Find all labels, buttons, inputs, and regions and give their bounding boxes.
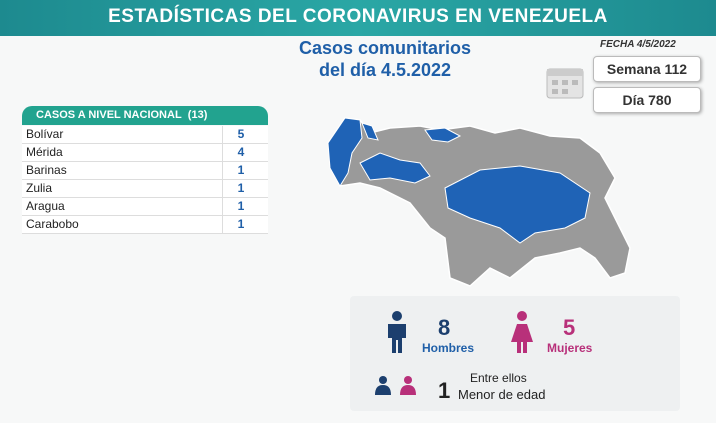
table-title: CASOS A NIVEL NACIONAL — [36, 109, 182, 121]
subtitle: del día 4.5.2022 — [318, 60, 452, 80]
women-count: 5 — [563, 315, 576, 340]
table-row: Barinas 1 — [22, 162, 268, 180]
minors-count: 1 — [438, 378, 451, 403]
state-name: Bolívar — [26, 127, 64, 141]
map — [327, 117, 631, 287]
state-name: Aragua — [26, 199, 65, 213]
table-total: (13) — [187, 109, 208, 121]
state-name: Mérida — [26, 145, 63, 159]
woman-icon — [511, 311, 533, 353]
case-count: 1 — [222, 216, 251, 233]
case-count: 1 — [222, 162, 251, 179]
men-count: 8 — [438, 315, 451, 340]
subtitle: Casos comunitarios — [298, 38, 472, 58]
women-label: Mujeres — [547, 341, 593, 355]
state-name: Carabobo — [26, 217, 79, 231]
table-row: Bolívar 5 — [22, 126, 268, 144]
minors-label: Menor de edad — [458, 387, 546, 402]
table-row: Aragua 1 — [22, 198, 268, 216]
case-count: 1 — [222, 198, 251, 215]
table-row: Mérida 4 — [22, 144, 268, 162]
man-icon — [388, 311, 406, 353]
state-name: Zulia — [26, 181, 53, 195]
table-header: CASOS A NIVEL NACIONAL (13) — [22, 106, 268, 125]
case-count: 1 — [222, 180, 251, 197]
week-box: Semana 112 — [593, 56, 701, 82]
table-row: Carabobo 1 — [22, 216, 268, 234]
children-icon — [375, 376, 416, 395]
title: ESTADÍSTICAS DEL CORONAVIRUS EN VENEZUEL… — [108, 6, 608, 27]
day-box: Día 780 — [593, 87, 701, 113]
case-count: 4 — [222, 144, 251, 161]
among-label: Entre ellos — [470, 371, 527, 385]
state-name: Barinas — [26, 163, 67, 177]
header-bar — [0, 0, 716, 36]
men-label: Hombres — [422, 341, 475, 355]
calendar-icon — [546, 68, 584, 99]
table-row: Zulia 1 — [22, 180, 268, 198]
date: FECHA 4/5/2022 — [600, 39, 676, 50]
case-count: 5 — [222, 126, 251, 143]
